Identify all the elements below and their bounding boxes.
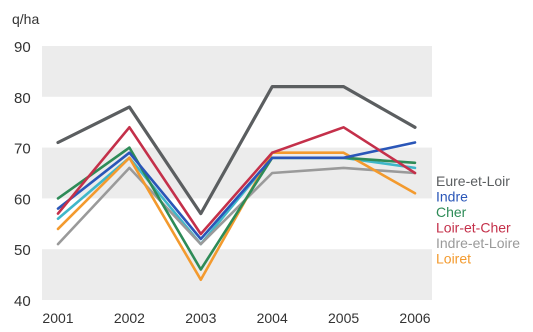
series-line-indre <box>56 141 417 241</box>
series-line-indre-et-loire <box>56 166 417 246</box>
x-tick-label: 2002 <box>114 310 145 326</box>
y-tick-label: 60 <box>14 191 31 208</box>
legend-label: Loir-et-Cher <box>436 220 511 236</box>
legend-label: Indre-et-Loire <box>436 235 520 251</box>
x-tick-label: 2004 <box>257 310 288 326</box>
x-tick-label: 2001 <box>42 310 73 326</box>
series-line-loir-et-cher <box>56 126 417 236</box>
y-tick-label: 50 <box>14 242 31 259</box>
background-band <box>42 249 432 300</box>
background-band <box>42 147 432 199</box>
series-line-cher <box>56 146 417 271</box>
series-line-eure-et-loir <box>56 84 417 216</box>
legend-label: Loiret <box>436 251 471 267</box>
legend-label: Indre <box>436 189 468 205</box>
legend-label: Eure-et-Loir <box>436 173 510 189</box>
y-tick-label: 40 <box>14 293 31 310</box>
x-tick-label: 2005 <box>328 310 359 326</box>
legend-label: Cher <box>436 204 467 220</box>
x-tick-label: 2003 <box>185 310 216 326</box>
background-band <box>42 46 432 97</box>
y-tick-label: 90 <box>14 39 31 56</box>
y-tick-label: 80 <box>14 90 31 107</box>
x-tick-label: 2006 <box>399 310 430 326</box>
y-axis-label: q/ha <box>12 11 39 27</box>
y-tick-label: 70 <box>14 141 31 158</box>
